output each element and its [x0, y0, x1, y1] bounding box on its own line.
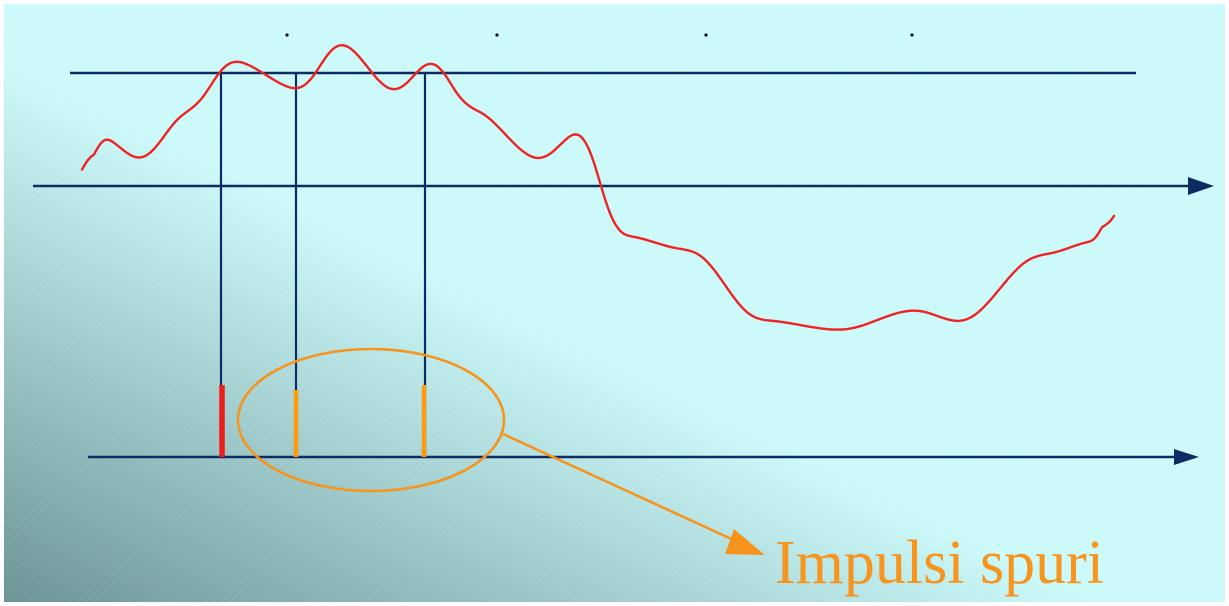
spurious-pulses-annotation: Impulsi spuri [236, 347, 1104, 597]
sampling-dots [285, 33, 914, 37]
sampling-dot [495, 33, 499, 37]
pulse-time-axis [88, 449, 1199, 465]
sampling-dot [285, 33, 289, 37]
sampling-dot [910, 33, 914, 37]
noisy-signal-curve [80, 44, 1116, 331]
callout-line [502, 432, 739, 544]
annotation-label: Impulsi spuri [775, 529, 1104, 597]
highlight-ellipse [236, 347, 506, 493]
callout-arrowhead [725, 529, 765, 555]
signal-axis-arrowhead [1188, 177, 1214, 195]
sampling-dot [704, 33, 708, 37]
output-pulses [219, 385, 427, 457]
signal-time-axis [33, 177, 1214, 195]
pulse-axis-arrowhead [1174, 449, 1199, 465]
